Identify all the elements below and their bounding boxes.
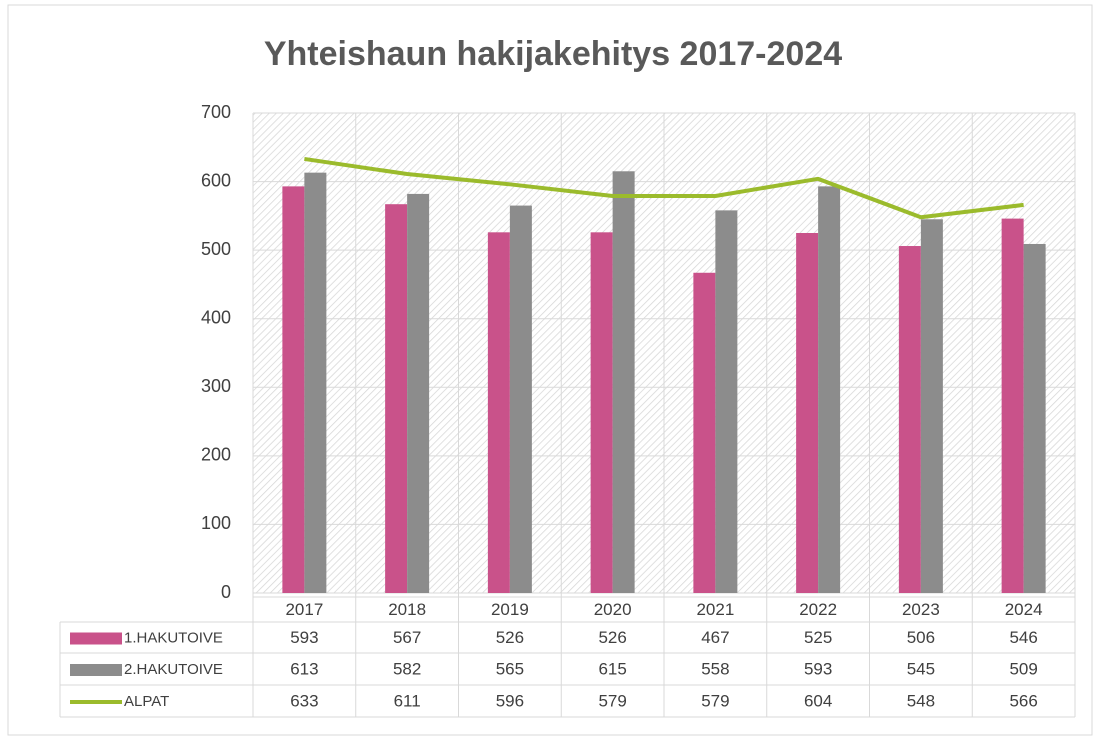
- bar: [590, 232, 613, 594]
- x-tick-label: 2024: [1005, 600, 1043, 619]
- table-cell: 467: [701, 628, 729, 647]
- table-cell: 596: [496, 691, 524, 710]
- legend-label: 1.HAKUTOIVE: [124, 629, 223, 646]
- y-tick-label: 0: [221, 582, 231, 602]
- bar: [282, 186, 305, 593]
- bar: [304, 172, 327, 593]
- bar: [920, 219, 943, 594]
- x-tick-label: 2022: [799, 600, 837, 619]
- table-cell: 579: [701, 691, 729, 710]
- bar: [1023, 243, 1046, 593]
- legend-label: ALPAT: [124, 693, 169, 710]
- legend-label: 2.HAKUTOIVE: [124, 661, 223, 678]
- table-cell: 567: [393, 628, 421, 647]
- y-tick-label: 100: [201, 513, 231, 533]
- table-cell: 548: [907, 691, 935, 710]
- bar: [693, 272, 716, 593]
- bar: [385, 204, 408, 593]
- x-tick-label: 2017: [285, 600, 323, 619]
- table-cell: 525: [804, 628, 832, 647]
- table-cell: 526: [496, 628, 524, 647]
- table-cell: 546: [1009, 628, 1037, 647]
- table-cell: 526: [598, 628, 626, 647]
- table-cell: 566: [1009, 691, 1037, 710]
- table-cell: 633: [290, 691, 318, 710]
- x-tick-label: 2021: [696, 600, 734, 619]
- table-cell: 579: [598, 691, 626, 710]
- table-cell: 582: [393, 659, 421, 678]
- table-cell: 509: [1009, 659, 1037, 678]
- y-tick-label: 700: [201, 102, 231, 122]
- bar: [509, 205, 532, 594]
- y-tick-label: 300: [201, 376, 231, 396]
- table-cell: 565: [496, 659, 524, 678]
- y-tick-label: 400: [201, 307, 231, 327]
- bar: [487, 232, 510, 594]
- y-tick-label: 200: [201, 445, 231, 465]
- chart-title: Yhteishaun hakijakehitys 2017-2024: [264, 35, 842, 73]
- y-tick-label: 600: [201, 170, 231, 190]
- x-tick-label: 2018: [388, 600, 426, 619]
- legend-key: [70, 632, 122, 645]
- bar: [715, 210, 738, 593]
- bar: [1001, 218, 1024, 593]
- line: [304, 156, 1024, 220]
- x-tick-label: 2020: [594, 600, 632, 619]
- table-cell: 593: [804, 659, 832, 678]
- table-cell: 613: [290, 659, 318, 678]
- x-tick-label: 2019: [491, 600, 529, 619]
- bar: [612, 171, 635, 594]
- bar: [898, 246, 921, 593]
- table-cell: 615: [598, 659, 626, 678]
- bar: [407, 193, 430, 593]
- bar: [818, 186, 841, 593]
- table-cell: 593: [290, 628, 318, 647]
- bar: [796, 233, 819, 593]
- table-cell: 506: [907, 628, 935, 647]
- table-cell: 545: [907, 659, 935, 678]
- table-cell: 558: [701, 659, 729, 678]
- table-cell: 611: [394, 691, 421, 710]
- x-tick-label: 2023: [902, 600, 940, 619]
- legend-key: [70, 664, 122, 676]
- y-tick-label: 500: [201, 239, 231, 259]
- table-cell: 604: [804, 691, 832, 710]
